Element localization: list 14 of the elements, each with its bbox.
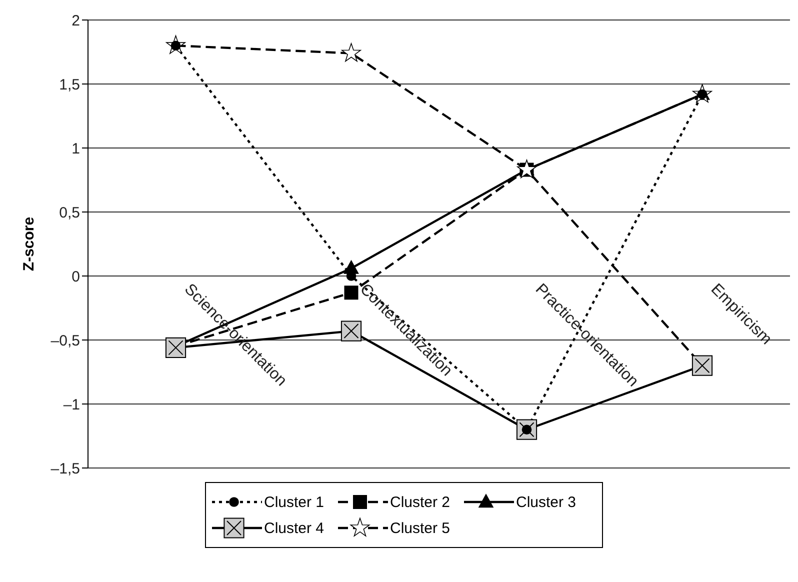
y-tick-label: 0,5 — [59, 204, 80, 222]
y-tick-label: –1 — [63, 396, 80, 414]
legend-label: Cluster 4 — [264, 520, 324, 536]
legend-label: Cluster 3 — [516, 494, 576, 510]
y-tick-label: 1 — [72, 140, 80, 158]
y-tick-label: 1,5 — [59, 76, 80, 94]
legend-label: Cluster 2 — [390, 494, 450, 510]
y-tick-label: –1,5 — [50, 460, 80, 478]
legend-label: Cluster 5 — [390, 520, 450, 536]
y-tick-label: 2 — [72, 12, 80, 30]
y-tick-label: 0 — [72, 268, 80, 286]
y-tick-label: –0,5 — [50, 332, 80, 350]
legend-label: Cluster 1 — [264, 494, 324, 510]
y-axis-title: Z-score — [20, 216, 38, 272]
